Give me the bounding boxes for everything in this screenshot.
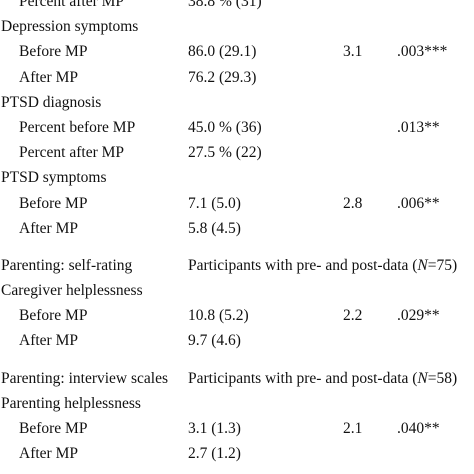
group-heading-row: Parenting helplessness xyxy=(0,391,474,416)
row-label: After MP xyxy=(19,68,78,86)
group-heading-row: Depression symptoms xyxy=(0,14,474,39)
cell-value: 45.0 % (36) xyxy=(188,118,262,136)
sample-size-symbol: N xyxy=(417,369,428,387)
group-heading-row: Caregiver helplessness xyxy=(0,278,474,303)
cell-p-value: .029** xyxy=(397,307,440,325)
cell-value: 38.8 % (31) xyxy=(188,0,262,10)
row-label: Percent after MP xyxy=(19,0,125,10)
cell-statistic: 2.8 xyxy=(343,194,363,212)
row-label: After MP xyxy=(19,219,78,237)
group-label: PTSD diagnosis xyxy=(1,93,102,111)
cell-value: 3.1 (1.3) xyxy=(188,420,241,437)
cell-statistic: 2.2 xyxy=(343,307,363,325)
table-spacer xyxy=(0,354,474,366)
cell-value: 76.2 (29.3) xyxy=(188,68,257,86)
cell-p-value: .003*** xyxy=(397,43,448,61)
table-row: Percent before MP 45.0 % (36) .013** xyxy=(0,115,474,140)
table-row: Percent after MP 38.8 % (31) xyxy=(0,0,474,14)
cell-p-value: .013** xyxy=(397,118,440,136)
row-label: Before MP xyxy=(19,420,88,437)
cell-value: 7.1 (5.0) xyxy=(188,194,241,212)
cell-statistic: 2.1 xyxy=(343,420,363,437)
table-spacer xyxy=(0,241,474,253)
cell-p-value: .006** xyxy=(397,194,440,212)
table-row: After MP 76.2 (29.3) xyxy=(0,65,474,90)
cell-value: 27.5 % (22) xyxy=(188,144,262,162)
sample-note: Participants with pre- and post-data (N=… xyxy=(188,366,457,391)
group-label: Parenting: interview scales xyxy=(1,369,169,387)
table-row: After MP 9.7 (4.6) xyxy=(0,328,474,353)
group-heading-row: PTSD symptoms xyxy=(0,165,474,190)
row-label: After MP xyxy=(19,332,78,350)
sample-size-value: =75) xyxy=(427,256,458,274)
table-row: Percent after MP 27.5 % (22) xyxy=(0,140,474,165)
row-label: Before MP xyxy=(19,43,88,61)
sample-note-text: Participants with pre- and post-data ( xyxy=(188,256,418,274)
group-label: Parenting helplessness xyxy=(1,394,141,412)
section-row: Parenting: self-rating Participants with … xyxy=(0,253,474,278)
cell-value: 5.8 (4.5) xyxy=(188,219,241,237)
cell-value: 86.0 (29.1) xyxy=(188,43,257,61)
group-heading-row: PTSD diagnosis xyxy=(0,90,474,115)
row-label: Percent before MP xyxy=(19,118,136,136)
cell-value: 10.8 (5.2) xyxy=(188,307,249,325)
row-label: Before MP xyxy=(19,307,88,325)
sample-note-text: Participants with pre- and post-data ( xyxy=(188,369,418,387)
table-row: After MP 5.8 (4.5) xyxy=(0,216,474,241)
row-label: After MP xyxy=(19,445,78,463)
table-row: Before MP 7.1 (5.0) 2.8 .006** xyxy=(0,191,474,216)
table-row: Before MP 10.8 (5.2) 2.2 .029** xyxy=(0,303,474,328)
sample-size-symbol: N xyxy=(417,256,428,274)
section-row: Parenting: interview scales Participants … xyxy=(0,366,474,391)
group-label: Parenting: self-rating xyxy=(1,256,133,274)
row-label: Percent after MP xyxy=(19,144,125,162)
cell-statistic: 3.1 xyxy=(343,43,363,61)
cell-value: 9.7 (4.6) xyxy=(188,332,241,350)
table-row: Before MP 3.1 (1.3) 2.1 .040** xyxy=(0,416,474,441)
row-label: Before MP xyxy=(19,194,88,212)
group-label: PTSD symptoms xyxy=(1,169,107,187)
sample-note: Participants with pre- and post-data (N=… xyxy=(188,253,457,278)
cell-p-value: .040** xyxy=(397,420,440,437)
group-label: Caregiver helplessness xyxy=(1,282,143,300)
cell-value: 2.7 (1.2) xyxy=(188,445,241,463)
table-row: After MP 2.7 (1.2) xyxy=(0,441,474,466)
table-row: Before MP 86.0 (29.1) 3.1 .003*** xyxy=(0,39,474,64)
group-label: Depression symptoms xyxy=(1,18,139,36)
sample-size-value: =58) xyxy=(427,369,458,387)
